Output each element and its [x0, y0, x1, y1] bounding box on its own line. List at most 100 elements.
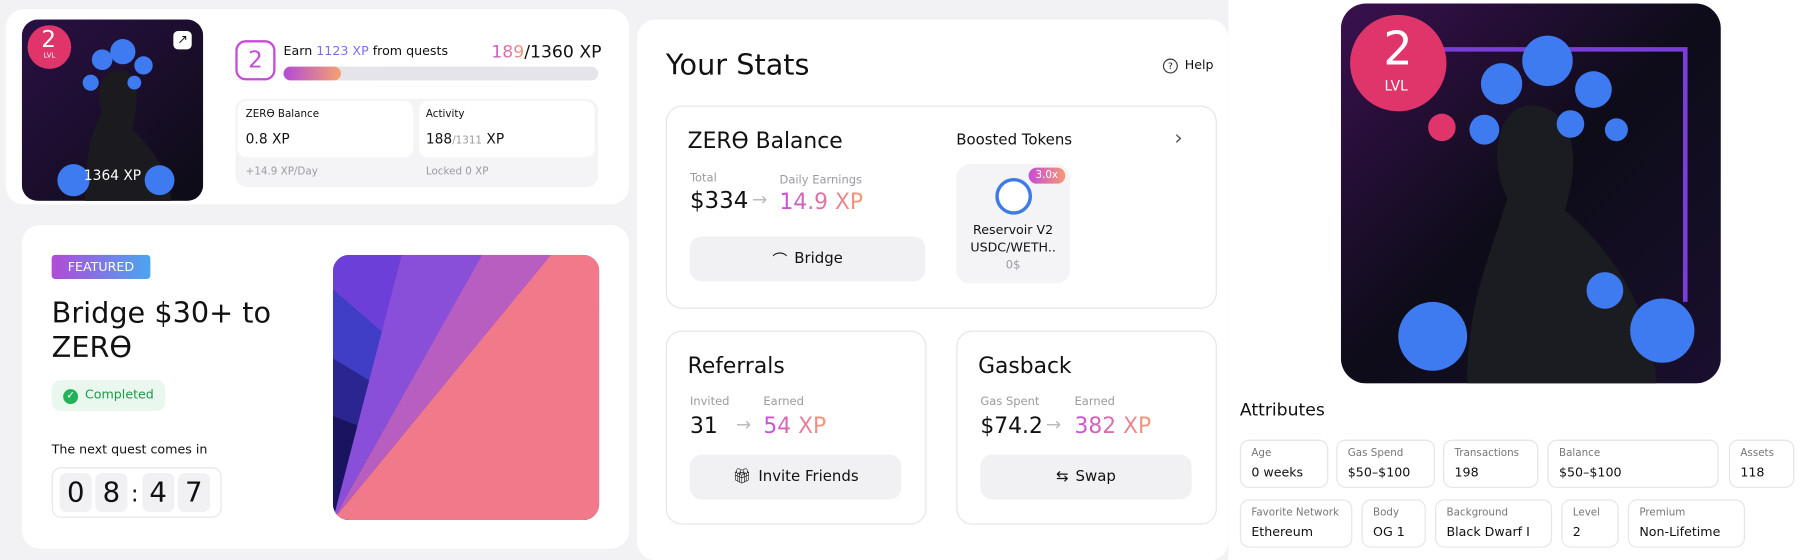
balance-value: 0.8 XP — [245, 130, 290, 147]
activity-main: 188 — [425, 130, 453, 147]
graphic — [91, 49, 113, 71]
graphic — [1340, 3, 1721, 384]
featured-status: ✓ Completed — [51, 379, 166, 411]
earn-suffix: from quests — [372, 43, 449, 59]
attribute-label: Transactions — [1454, 447, 1520, 460]
stats-title: Your Stats — [665, 48, 810, 82]
graphic — [1428, 113, 1456, 142]
attribute: Age 0 weeks — [1239, 439, 1329, 488]
graphic — [57, 39, 175, 197]
graphic — [1556, 110, 1585, 138]
graphic — [144, 165, 175, 196]
token-multiplier: 3.0x — [1028, 167, 1065, 184]
swap-button[interactable]: ⇆ Swap — [980, 454, 1192, 500]
attribute-value: $50–$100 — [1347, 464, 1411, 480]
check-icon: ✓ — [63, 389, 79, 405]
gift-icon: 🎁︎ — [732, 468, 752, 486]
invited-value: 31 — [689, 413, 718, 439]
graphic — [1630, 298, 1695, 363]
attribute-value: 2 — [1572, 524, 1581, 540]
balance-label: ZERϴ Balance — [245, 109, 320, 121]
progress-fill — [283, 66, 341, 81]
featured-image — [332, 254, 600, 521]
graphic — [82, 74, 99, 91]
attribute-label: Assets — [1740, 447, 1775, 460]
attribute-value: Ethereum — [1251, 524, 1314, 540]
attribute: Premium Non-Lifetime — [1627, 499, 1745, 548]
nft-level: 2 — [1383, 22, 1413, 76]
activity-box — [419, 101, 595, 158]
featured-badge: FEATURED — [51, 254, 151, 279]
attribute: Balance $50–$100 — [1547, 439, 1719, 488]
attribute-value: 198 — [1454, 464, 1479, 480]
ref-earned-label: Earned — [763, 396, 804, 409]
boosted-title: Boosted Tokens — [956, 132, 1073, 150]
spent-value: $74.2 — [980, 413, 1043, 439]
activity-label: Activity — [425, 109, 465, 121]
profile-image — [21, 19, 204, 201]
gas-earned-value: 382 XP — [1074, 413, 1152, 439]
daily-label: Daily Earnings — [779, 174, 863, 188]
help-icon: ? — [1162, 58, 1178, 74]
bridge-text: Bridge — [794, 250, 843, 268]
profile-xp: 1364 XP — [83, 167, 142, 184]
attribute-label: Body — [1373, 507, 1400, 519]
arrow: → — [735, 413, 752, 436]
gasback-title: Gasback — [978, 353, 1072, 379]
timer-colon: : — [130, 479, 139, 508]
invited-label: Invited — [689, 396, 730, 409]
attribute-value: 118 — [1740, 464, 1765, 480]
featured-title: Bridge $30+ to ZERϴ — [51, 296, 272, 364]
attribute-label: Age — [1251, 447, 1272, 460]
expand-icon[interactable]: ↗ — [173, 30, 192, 50]
progress-current: 189 — [491, 41, 525, 62]
graphic — [1522, 35, 1573, 87]
next-label: The next quest comes in — [51, 441, 208, 457]
arrow: → — [1045, 413, 1062, 436]
attribute-label: Balance — [1558, 447, 1601, 460]
total-label: Total — [689, 172, 717, 185]
quest-level-badge: 2 — [235, 40, 276, 81]
graphic — [27, 25, 72, 69]
timer-digit: 4 — [142, 472, 175, 513]
bridge-button[interactable]: ⌒ Bridge — [689, 236, 926, 282]
progress-track — [283, 66, 599, 81]
attribute: Favorite Network Ethereum — [1239, 499, 1353, 548]
graphic — [127, 75, 142, 90]
timer-digit: 7 — [177, 472, 210, 513]
swap-icon: ⇆ — [1056, 468, 1069, 486]
graphic — [57, 164, 90, 197]
earn-prefix: Earn — [283, 43, 313, 59]
attribute-label: Favorite Network — [1251, 507, 1340, 519]
profile-level-label: LVL — [43, 51, 56, 60]
graphic — [1604, 118, 1628, 142]
attribute-label: Gas Spend — [1347, 447, 1404, 460]
referrals-title: Referrals — [687, 353, 785, 379]
graphic — [1575, 71, 1612, 108]
graphic — [332, 254, 600, 521]
activity-footer: Locked 0 XP — [425, 166, 489, 178]
status-text: Completed — [84, 386, 154, 402]
graphic — [1398, 301, 1468, 371]
attribute-label: Level — [1572, 507, 1601, 519]
help-link[interactable]: ? Help — [1162, 57, 1214, 74]
attribute: Gas Spend $50–$100 — [1336, 439, 1435, 488]
nft-level-label: LVL — [1384, 78, 1408, 95]
invite-button[interactable]: 🎁︎ Invite Friends — [689, 454, 902, 500]
graphic — [1409, 47, 1688, 302]
attribute-value: Non-Lifetime — [1639, 524, 1721, 540]
attribute-value: OG 1 — [1373, 524, 1405, 540]
spent-label: Gas Spent — [980, 396, 1040, 409]
attribute: Transactions 198 — [1443, 439, 1539, 488]
ref-earned-value: 54 XP — [763, 413, 827, 439]
attribute: Level 2 — [1561, 499, 1619, 548]
total-value: $334 — [689, 185, 749, 214]
activity-unit: XP — [486, 130, 505, 147]
boosted-chevron[interactable]: › — [1174, 126, 1183, 151]
attribute-value: Black Dwarf I — [1446, 524, 1530, 540]
help-text: Help — [1184, 57, 1214, 73]
graphic — [1480, 63, 1523, 105]
